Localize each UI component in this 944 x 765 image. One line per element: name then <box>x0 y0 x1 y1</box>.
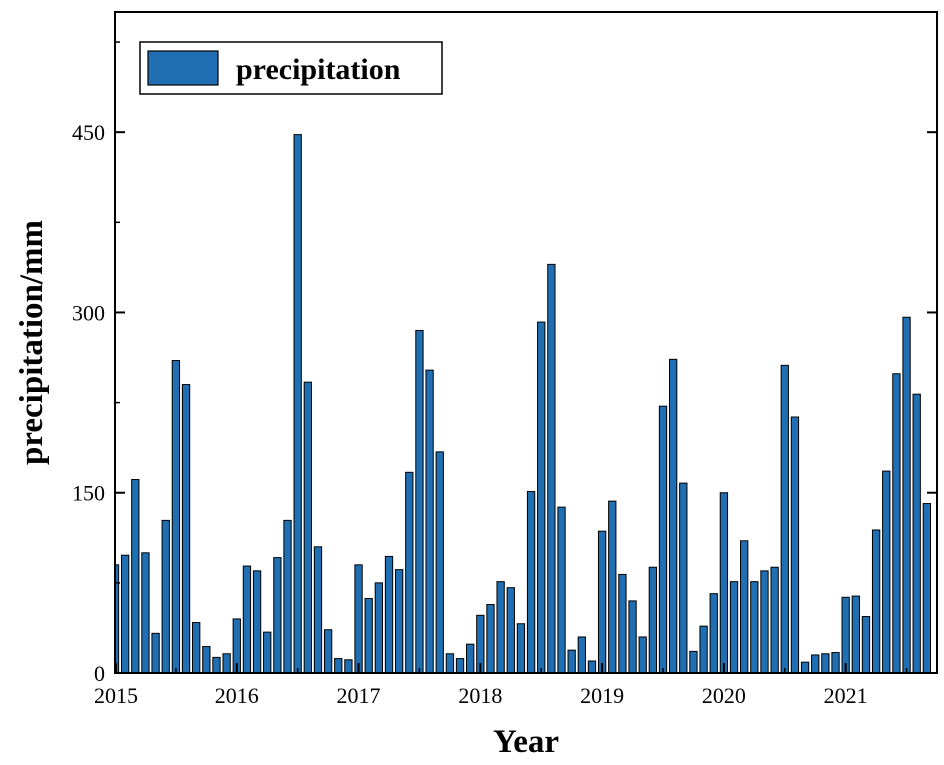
bar-78 <box>902 316 911 674</box>
bar-64 <box>760 570 769 674</box>
bar-3 <box>141 552 150 674</box>
bar-28 <box>394 569 404 674</box>
bar-27 <box>384 555 394 674</box>
bar-35 <box>466 643 475 674</box>
x-tick-label-2015: 2015 <box>94 683 138 708</box>
bar-5 <box>161 519 170 674</box>
bar-32 <box>435 451 444 674</box>
bar-8 <box>192 622 201 674</box>
bar-72 <box>841 596 850 674</box>
y-tick-label-0: 0 <box>94 661 105 686</box>
legend: precipitation <box>139 41 443 95</box>
legend-swatch <box>147 50 219 86</box>
bar-65 <box>770 566 779 674</box>
bar-49 <box>608 500 617 674</box>
x-tick-label-2019: 2019 <box>580 683 624 708</box>
bar-16 <box>273 557 282 674</box>
x-tick-label-2017: 2017 <box>337 683 381 708</box>
bar-2 <box>131 479 140 674</box>
ticks-layer: 0 150 300 450 2015 2016 2017 2018 2019 2020 2021 <box>72 41 937 708</box>
x-tick-label-2016: 2016 <box>215 683 259 708</box>
bar-67 <box>790 416 800 674</box>
bar-20 <box>313 546 323 674</box>
bar-34 <box>455 658 465 674</box>
bar-30 <box>415 329 424 674</box>
bar-37 <box>486 604 495 674</box>
bar-29 <box>405 471 414 674</box>
bar-54 <box>658 405 668 674</box>
bar-15 <box>263 631 272 674</box>
bar-25 <box>364 597 373 674</box>
x-axis-title: Year <box>493 724 559 760</box>
bar-21 <box>323 629 333 674</box>
bar-73 <box>851 595 860 674</box>
x-tick-label-2021: 2021 <box>824 683 868 708</box>
x-tick-label-2018: 2018 <box>458 683 502 708</box>
bar-7 <box>181 384 191 674</box>
bar-19 <box>303 381 312 674</box>
plot-frame <box>114 11 938 674</box>
bar-66 <box>780 364 789 674</box>
bar-60 <box>719 492 729 674</box>
bar-6 <box>171 360 181 674</box>
bar-9 <box>202 646 211 674</box>
bar-53 <box>648 566 658 674</box>
legend-label: precipitation <box>236 53 401 86</box>
x-tick-label-2020: 2020 <box>702 683 746 708</box>
bar-24 <box>354 564 363 674</box>
bar-77 <box>892 373 901 674</box>
bar-43 <box>547 263 556 674</box>
bar-63 <box>750 581 759 674</box>
bar-57 <box>689 650 698 674</box>
bar-51 <box>628 600 637 674</box>
bar-48 <box>597 530 607 674</box>
bar-33 <box>445 653 455 674</box>
bar-23 <box>344 659 353 674</box>
bar-1 <box>120 554 130 674</box>
bar-61 <box>729 581 739 674</box>
bar-40 <box>516 623 526 674</box>
bar-58 <box>699 625 708 674</box>
bar-76 <box>882 470 891 674</box>
bar-10 <box>212 656 221 674</box>
bar-59 <box>709 593 718 674</box>
bar-50 <box>618 573 627 674</box>
bar-39 <box>506 587 515 674</box>
bar-18 <box>293 134 302 674</box>
bar-70 <box>821 653 830 674</box>
bar-42 <box>537 321 546 674</box>
bar-80 <box>922 503 932 674</box>
bar-62 <box>740 540 749 674</box>
bar-56 <box>679 482 688 674</box>
bar-38 <box>496 581 505 674</box>
y-tick-label-300: 300 <box>72 300 105 325</box>
bar-79 <box>912 393 921 674</box>
bar-52 <box>638 636 647 674</box>
bar-46 <box>577 636 586 674</box>
bar-22 <box>334 658 343 674</box>
bar-14 <box>252 570 262 674</box>
bar-69 <box>811 654 820 674</box>
bar-45 <box>567 649 576 674</box>
bar-68 <box>800 661 810 674</box>
bar-75 <box>871 529 881 674</box>
bar-13 <box>242 565 252 674</box>
bar-47 <box>587 660 597 674</box>
y-tick-label-450: 450 <box>72 120 105 145</box>
bar-31 <box>425 369 434 674</box>
bar-17 <box>283 519 292 674</box>
bar-55 <box>668 358 678 674</box>
y-axis-title: precipitation/mm <box>14 220 50 465</box>
bar-44 <box>557 506 566 674</box>
bar-26 <box>374 582 384 674</box>
bar-74 <box>861 616 871 674</box>
bar-4 <box>151 632 160 674</box>
bar-41 <box>526 491 536 674</box>
bar-11 <box>222 653 231 674</box>
bar-71 <box>831 652 840 674</box>
y-tick-label-150: 150 <box>72 481 105 506</box>
